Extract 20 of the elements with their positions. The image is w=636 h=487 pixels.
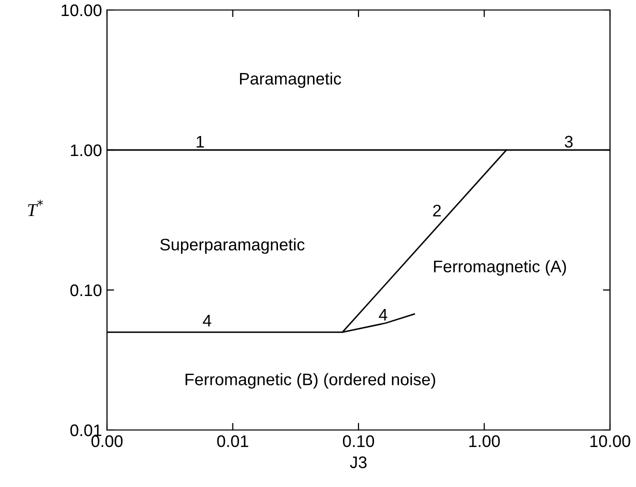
x-tick-label: 0.00 — [91, 435, 123, 448]
x-axis-title: J3 — [350, 456, 367, 468]
annotation: Ferromagnetic (B) (ordered noise) — [186, 373, 436, 389]
annotation: 1 — [196, 136, 204, 148]
y-axis-title: T$^{*}$ — [28, 200, 44, 216]
x-tick-label: 0.01 — [217, 435, 248, 448]
y-tick-label: 1.00 — [70, 144, 102, 156]
annotation: 3 — [564, 136, 573, 148]
y-tick-label: 10.00 — [62, 4, 102, 16]
annotation: 4 — [378, 309, 388, 320]
annotation: 2 — [433, 204, 441, 216]
annotation: 4 — [202, 314, 212, 326]
x-tick-label: 1.00 — [469, 435, 500, 448]
annotation: Ferromagnetic (A) — [434, 260, 566, 276]
annotation: Superparamagnetic — [160, 238, 305, 254]
annotation: Paramagnetic — [240, 72, 342, 88]
y-tick-label: 0.01 — [70, 424, 102, 436]
x-tick-label: 10.00 — [590, 435, 630, 448]
y-tick-label: 0.10 — [70, 284, 102, 296]
x-tick-label: 0.10 — [342, 435, 374, 448]
